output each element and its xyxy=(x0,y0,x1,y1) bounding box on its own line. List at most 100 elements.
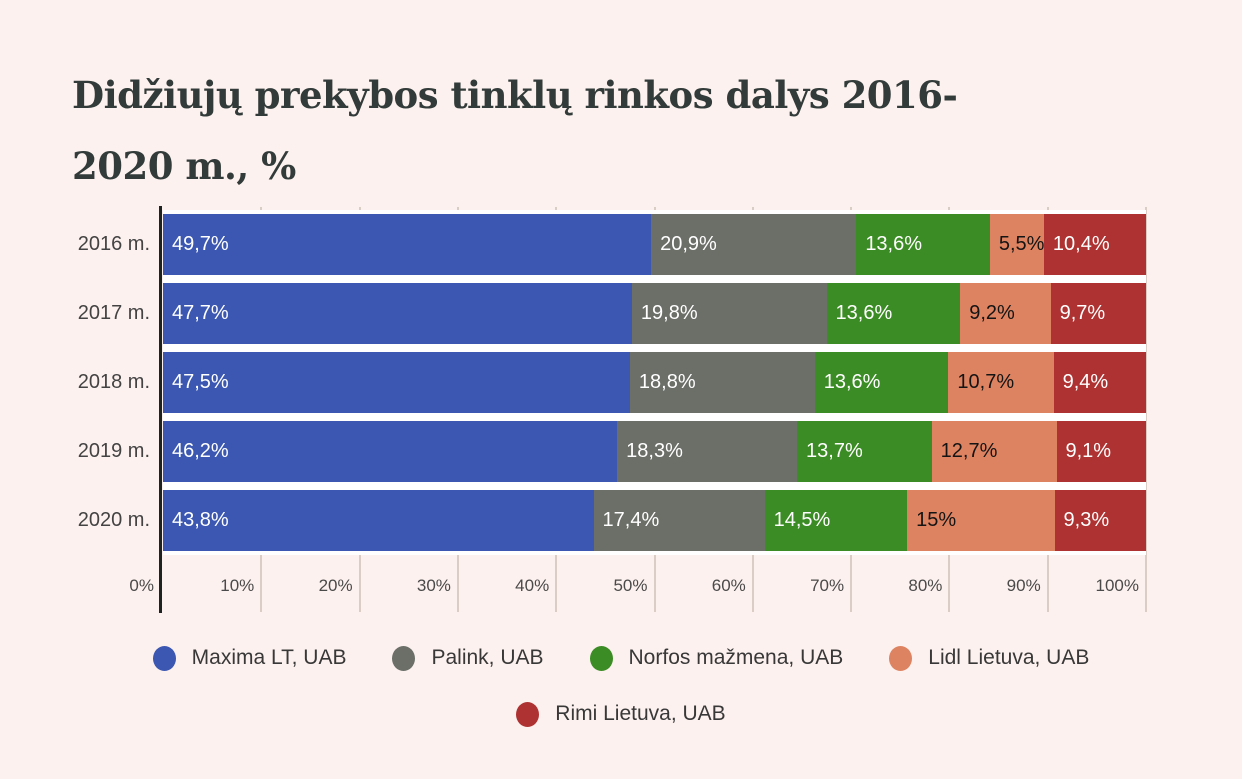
legend-swatch-icon xyxy=(589,645,613,671)
bar-segment[interactable]: 13,6% xyxy=(856,214,990,275)
legend-swatch-icon xyxy=(889,645,913,671)
legend-item[interactable]: Rimi Lietuva, UAB xyxy=(516,701,726,727)
x-axis-label: 40% xyxy=(515,576,550,595)
bar-segment-label: 9,7% xyxy=(1059,302,1106,324)
x-axis-label: 80% xyxy=(908,576,943,595)
bar-segment-label: 12,7% xyxy=(940,440,998,462)
legend-item[interactable]: Maxima LT, UAB xyxy=(152,645,347,671)
bar-segment[interactable]: 14,5% xyxy=(764,490,908,551)
bar-segment[interactable]: 9,4% xyxy=(1053,352,1146,413)
bar-row: 47,5% 18,8% 13,6% 10,7% 9,4% xyxy=(163,348,1146,417)
stacked-bar: 43,8% 17,4% 14,5% 15% 9,3% xyxy=(163,490,1146,551)
bar-row: 43,8% 17,4% 14,5% 15% 9,3% xyxy=(163,486,1146,555)
x-axis-label: 60% xyxy=(711,576,746,595)
legend-label: Lidl Lietuva, UAB xyxy=(928,646,1090,669)
bar-segment[interactable]: 13,6% xyxy=(826,283,961,344)
bar-segment[interactable]: 5,5% xyxy=(989,214,1044,275)
bar-segment[interactable]: 13,6% xyxy=(814,352,949,413)
bar-segment[interactable]: 13,7% xyxy=(797,421,932,482)
legend-label: Norfos mažmena, UAB xyxy=(628,646,844,669)
bar-segment[interactable]: 10,7% xyxy=(948,352,1054,413)
x-axis-label: 20% xyxy=(318,576,353,595)
bar-segment[interactable]: 20,9% xyxy=(651,214,857,275)
y-axis-line xyxy=(159,206,162,613)
bar-segment-label: 9,2% xyxy=(969,302,1015,324)
bar-row: 46,2% 18,3% 13,7% 12,7% 9,1% xyxy=(163,417,1146,486)
y-axis-label: 2020 m. xyxy=(77,509,150,531)
bar-segment-label: 43,8% xyxy=(172,509,229,531)
stacked-bar: 47,7% 19,8% 13,6% 9,2% 9,7% xyxy=(163,283,1146,344)
x-axis-label: 10% xyxy=(220,576,255,595)
bar-segment[interactable]: 9,3% xyxy=(1054,490,1146,551)
bar-segment-label: 13,6% xyxy=(835,302,893,324)
x-axis-label: 70% xyxy=(810,576,845,595)
bar-segment-label: 13,6% xyxy=(865,233,923,255)
legend-item[interactable]: Norfos mažmena, UAB xyxy=(589,645,844,671)
bar-segment[interactable]: 10,4% xyxy=(1043,214,1147,275)
bar-segment[interactable]: 15% xyxy=(907,490,1055,551)
bar-segment-label: 10,4% xyxy=(1052,233,1110,255)
stacked-bar: 49,7% 20,9% 13,6% 5,5% 10,4% xyxy=(163,214,1147,275)
bar-row: 47,7% 19,8% 13,6% 9,2% 9,7% xyxy=(163,279,1146,348)
x-axis-label: 30% xyxy=(416,576,451,595)
bar-segment[interactable]: 18,8% xyxy=(629,352,815,413)
y-axis-label: 2017 m. xyxy=(77,302,150,324)
bar-segment[interactable]: 9,1% xyxy=(1056,421,1146,482)
bar-segment[interactable]: 47,5% xyxy=(163,352,630,413)
bar-segment[interactable]: 18,3% xyxy=(617,421,798,482)
bar-segment-label: 17,4% xyxy=(602,509,660,531)
chart-title: Didžiujų prekybos tinklų rinkos dalys 20… xyxy=(72,60,958,202)
bar-segment-label: 9,1% xyxy=(1065,440,1112,462)
legend: Maxima LT, UAB Palink, UAB Norfos mažmena,… xyxy=(0,636,1242,748)
bar-segment[interactable]: 49,7% xyxy=(163,214,652,275)
bar-segment-label: 49,7% xyxy=(172,233,229,255)
bar-segment[interactable]: 9,7% xyxy=(1050,283,1146,344)
bar-segment[interactable]: 17,4% xyxy=(593,490,765,551)
bar-segment-label: 13,6% xyxy=(823,371,881,393)
legend-swatch-icon xyxy=(152,645,176,671)
bar-segment-label: 15% xyxy=(916,509,957,531)
bar-segment-label: 10,7% xyxy=(957,371,1015,393)
chart-title-line-2: 2020 m., % xyxy=(72,144,296,188)
legend-label: Palink, UAB xyxy=(431,646,544,669)
bar-segment[interactable]: 9,2% xyxy=(960,283,1051,344)
legend-row: Rimi Lietuva, UAB xyxy=(0,692,1242,736)
stacked-bar: 47,5% 18,8% 13,6% 10,7% 9,4% xyxy=(163,352,1146,413)
bar-segment[interactable]: 43,8% xyxy=(163,490,594,551)
gridline xyxy=(1145,207,1147,612)
legend-swatch-icon xyxy=(392,645,416,671)
bar-segment[interactable]: 46,2% xyxy=(163,421,618,482)
bar-segment[interactable]: 47,7% xyxy=(163,283,632,344)
x-axis-label: 100% xyxy=(1095,576,1139,595)
x-axis-label: 90% xyxy=(1006,576,1041,595)
legend-row: Maxima LT, UAB Palink, UAB Norfos mažmena,… xyxy=(0,636,1242,680)
bar-segment-label: 20,9% xyxy=(660,233,717,255)
bar-segment-label: 9,3% xyxy=(1063,509,1110,531)
bar-segment-label: 5,5% xyxy=(998,233,1044,255)
bar-segment-label: 46,2% xyxy=(172,440,229,462)
legend-swatch-icon xyxy=(516,701,540,727)
bar-segment-label: 18,8% xyxy=(638,371,696,393)
legend-item[interactable]: Lidl Lietuva, UAB xyxy=(889,645,1090,671)
bar-segment-label: 13,7% xyxy=(806,440,863,462)
bar-segment-label: 19,8% xyxy=(640,302,698,324)
bar-segment[interactable]: 12,7% xyxy=(931,421,1057,482)
x-axis-label: 50% xyxy=(613,576,648,595)
x-axis-label: 0% xyxy=(129,576,154,595)
bar-segment-label: 14,5% xyxy=(773,509,831,531)
bar-segment[interactable]: 19,8% xyxy=(631,283,827,344)
bar-segment-label: 9,4% xyxy=(1062,371,1109,393)
legend-label: Maxima LT, UAB xyxy=(191,646,347,669)
bar-segment-label: 47,7% xyxy=(172,302,229,324)
bar-row: 49,7% 20,9% 13,6% 5,5% 10,4% xyxy=(163,210,1147,279)
chart-title-line-1: Didžiujų prekybos tinklų rinkos dalys 20… xyxy=(72,73,958,117)
legend-label: Rimi Lietuva, UAB xyxy=(555,702,726,725)
stacked-bar: 46,2% 18,3% 13,7% 12,7% 9,1% xyxy=(163,421,1146,482)
bar-segment-label: 18,3% xyxy=(626,440,683,462)
legend-item[interactable]: Palink, UAB xyxy=(392,645,544,671)
y-axis-label: 2019 m. xyxy=(77,440,150,462)
bar-segment-label: 47,5% xyxy=(172,371,229,393)
y-axis-label: 2018 m. xyxy=(77,371,150,393)
y-axis-label: 2016 m. xyxy=(77,233,150,255)
